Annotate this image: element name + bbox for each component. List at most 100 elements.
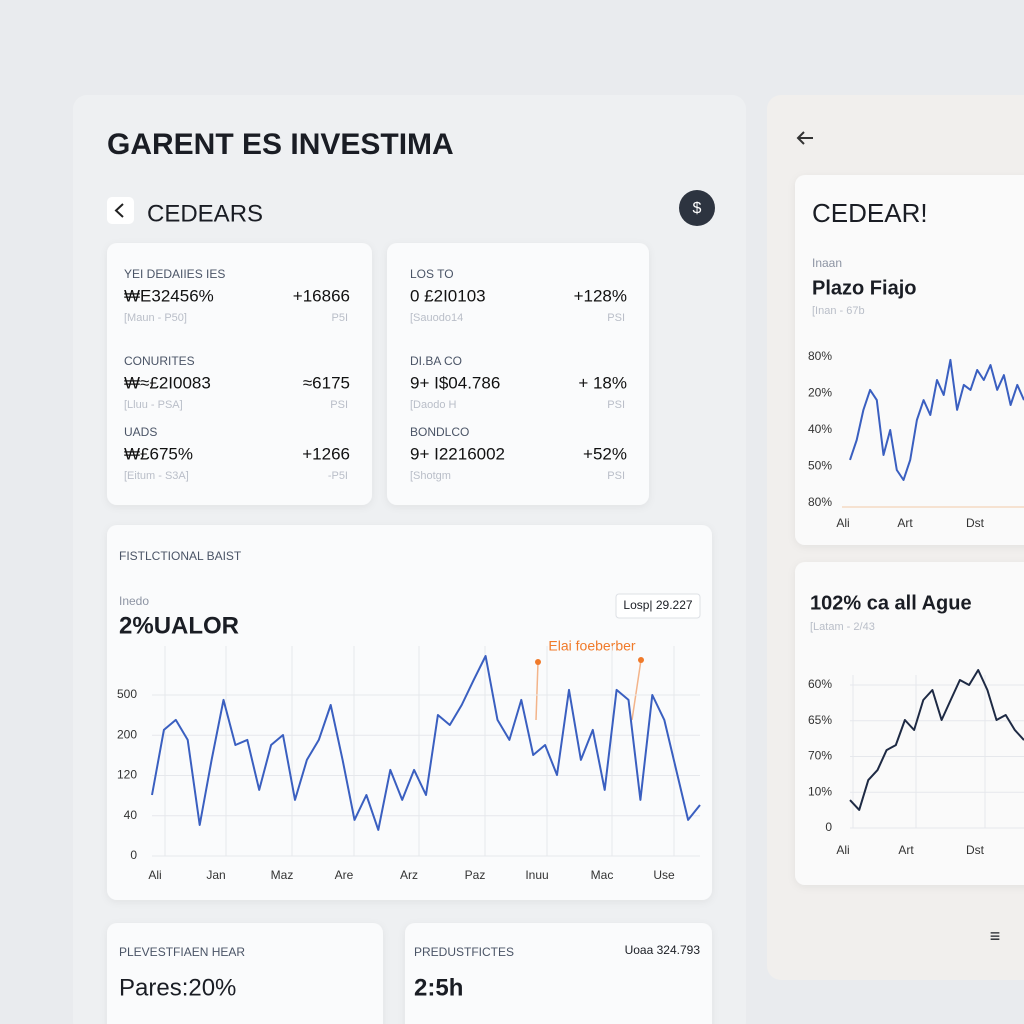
stat-label: LOS TO: [410, 267, 454, 281]
x-tick-label: Dst: [966, 516, 985, 530]
data-line: [849, 669, 1024, 811]
stat-change: +128%: [574, 286, 627, 305]
stat-sub: [Daodo H: [410, 399, 457, 411]
card-note: Uoaa 324.793: [625, 943, 701, 957]
menu-icon[interactable]: ≡: [990, 926, 1001, 946]
stat-unit: -P5I: [328, 470, 348, 482]
stat-change: ≈6175: [303, 373, 350, 392]
stat-value: ₩E32456%: [124, 286, 214, 305]
y-tick-label: 200: [117, 727, 137, 741]
x-tick-label: Inuu: [525, 868, 548, 882]
y-tick-label: 65%: [808, 713, 832, 727]
x-tick-label: Use: [653, 868, 675, 882]
stat-sub: [Maun - P50]: [124, 312, 187, 324]
y-tick-label: 10%: [808, 784, 832, 798]
stat-sub: [Shotgm: [410, 470, 451, 482]
stat-value: 9+ I$04.786: [410, 373, 500, 392]
x-tick-label: Ali: [836, 843, 849, 857]
stat-label: CONURITES: [124, 354, 195, 368]
back-arrow[interactable]: [796, 131, 813, 145]
chart-card: [795, 562, 1024, 885]
card: [107, 243, 372, 505]
card: [387, 243, 649, 505]
y-tick-label: 500: [117, 687, 137, 701]
stat-label: YEI DEDAIIES IES: [124, 267, 225, 281]
card-value: Pares:20%: [119, 974, 236, 1001]
stat-label: DI.BA CO: [410, 354, 462, 368]
chart-card: [107, 525, 712, 900]
side-headline: 102% ca all Ague: [810, 592, 972, 614]
back-button[interactable]: [107, 197, 134, 224]
y-tick-label: 80%: [808, 349, 832, 363]
x-tick-label: Art: [897, 516, 913, 530]
side-label: Inaan: [812, 256, 842, 270]
stat-value: ₩≈£2I0083: [124, 373, 211, 392]
y-tick-label: 40: [124, 808, 138, 822]
stat-sub: [Lluu - PSA]: [124, 399, 183, 411]
stat-label: UADS: [124, 425, 157, 439]
page-title: GARENT ES INVESTIMA: [107, 128, 454, 161]
card-label: PLEVESTFIAEN HEAR: [119, 945, 245, 959]
x-tick-label: Jan: [206, 868, 225, 882]
stat-change: + 18%: [578, 373, 627, 392]
stat-value: 0 £2I0103: [410, 286, 486, 305]
back-icon: [114, 203, 124, 218]
stat-value: ₩£675%: [124, 444, 193, 463]
card-value: 2:5h: [414, 974, 463, 1001]
annotation-dot: [638, 657, 644, 663]
y-tick-label: 40%: [808, 422, 832, 436]
stat-change: +1266: [302, 444, 350, 463]
annotation: Elai foeberber: [548, 638, 636, 654]
data-line: [151, 655, 701, 831]
chart-sublabel: Inedo: [119, 594, 149, 608]
stat-change: +16866: [293, 286, 350, 305]
currency-icon: $: [693, 200, 702, 217]
y-tick-label: 0: [825, 820, 832, 834]
x-tick-label: Maz: [271, 868, 294, 882]
x-tick-label: Ali: [148, 868, 161, 882]
y-tick-label: 120: [117, 768, 137, 782]
x-tick-label: Paz: [465, 868, 486, 882]
stat-unit: PSI: [607, 399, 625, 411]
y-tick-label: 60%: [808, 677, 832, 691]
card: [107, 923, 383, 1024]
stat-unit: PSI: [330, 399, 348, 411]
y-tick-label: 50%: [808, 459, 832, 473]
annotation-line: [631, 659, 642, 721]
y-tick-label: 20%: [808, 386, 832, 400]
side-sub: [Inan - 67b: [812, 305, 865, 317]
x-tick-label: Ali: [836, 516, 849, 530]
chart-headline: 2%UALOR: [119, 612, 239, 639]
y-tick-label: 0: [130, 848, 137, 862]
currency-button[interactable]: [679, 190, 715, 226]
annotation-dot: [535, 659, 541, 665]
side-title: CEDEAR!: [812, 198, 928, 228]
stat-change: +52%: [583, 444, 627, 463]
stat-unit: PSI: [607, 312, 625, 324]
badge-text: Losp| 29.227: [623, 598, 693, 612]
section-title: CEDEARS: [147, 200, 263, 227]
card-label: PREDUSTFICTES: [414, 945, 514, 959]
data-line: [849, 358, 1024, 481]
x-tick-label: Mac: [591, 868, 614, 882]
badge: [615, 593, 701, 619]
stat-value: 9+ I2216002: [410, 444, 505, 463]
card: [405, 923, 712, 1024]
side-headline: Plazo Fiajo: [812, 277, 916, 299]
x-tick-label: Art: [898, 843, 914, 857]
side-sub: [Latam - 2/43: [810, 621, 875, 633]
x-tick-label: Dst: [966, 843, 985, 857]
x-tick-label: Are: [335, 868, 354, 882]
stat-unit: PSI: [607, 470, 625, 482]
y-tick-label: 70%: [808, 749, 832, 763]
y-tick-label: 80%: [808, 495, 832, 509]
chart-label: FISTLCTIONAL BAIST: [119, 549, 242, 563]
stat-sub: [Eitum - S3A]: [124, 470, 189, 482]
x-tick-label: Arz: [400, 868, 418, 882]
stat-label: BONDLCO: [410, 425, 469, 439]
stat-unit: P5I: [331, 312, 348, 324]
stat-sub: [Sauodo14: [410, 312, 463, 324]
annotation-line: [535, 661, 539, 721]
